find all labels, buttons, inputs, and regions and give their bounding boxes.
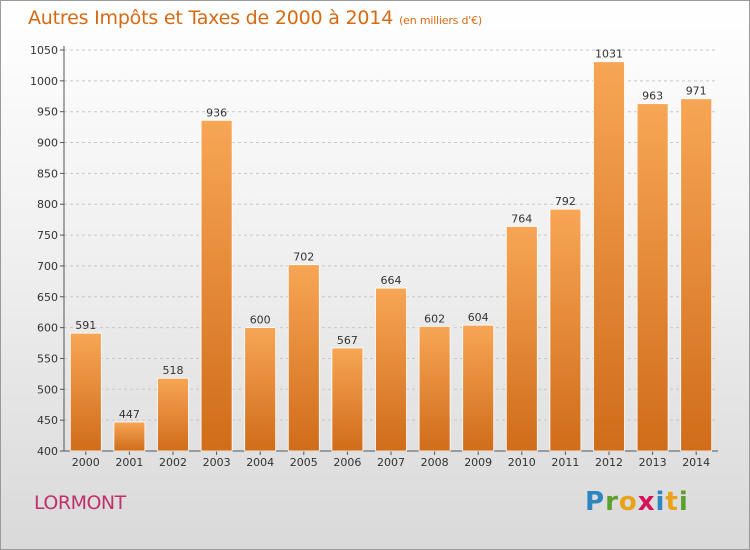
bars bbox=[69, 61, 713, 452]
y-tick-label: 700 bbox=[37, 260, 58, 273]
logo-letter: i bbox=[678, 487, 689, 517]
y-tick-label: 500 bbox=[37, 383, 58, 396]
bar-2007 bbox=[375, 287, 407, 452]
y-tick-label: 1000 bbox=[30, 75, 58, 88]
data-label-2000: 591 bbox=[75, 319, 96, 332]
x-tick-label-2007: 2007 bbox=[377, 456, 405, 469]
x-tick-label-2003: 2003 bbox=[203, 456, 231, 469]
y-tick-label: 450 bbox=[37, 414, 58, 427]
x-tick-label-2008: 2008 bbox=[421, 456, 449, 469]
bar-2009 bbox=[462, 324, 495, 452]
bar-2011 bbox=[549, 208, 582, 452]
data-label-2001: 447 bbox=[119, 408, 140, 421]
proxiti-logo: Proxiti bbox=[585, 487, 689, 517]
bar-2010 bbox=[505, 226, 538, 452]
bar-2004 bbox=[244, 327, 277, 452]
data-label-2006: 567 bbox=[337, 334, 358, 347]
data-label-2013: 963 bbox=[642, 90, 663, 103]
x-tick-label-2013: 2013 bbox=[639, 456, 667, 469]
data-label-2003: 936 bbox=[206, 106, 227, 119]
bar-2008 bbox=[418, 325, 451, 452]
data-label-2014: 971 bbox=[686, 85, 707, 98]
bar-2002 bbox=[157, 377, 189, 452]
logo-letter: i bbox=[655, 487, 666, 517]
y-tick-label: 750 bbox=[37, 229, 58, 242]
x-tick-label-2001: 2001 bbox=[115, 456, 143, 469]
y-tick-label: 550 bbox=[37, 352, 58, 365]
labels: 400 450 500 550 600 650 700 750 800 850 900 950 1000… bbox=[30, 44, 710, 469]
y-tick-label: 900 bbox=[37, 137, 58, 150]
logo-letter: x bbox=[637, 487, 656, 517]
y-tick-label: 650 bbox=[37, 291, 58, 304]
logo-letter: r bbox=[605, 487, 619, 517]
bar-2000 bbox=[69, 332, 102, 452]
y-tick-label: 800 bbox=[37, 198, 58, 211]
data-label-2012: 1031 bbox=[595, 48, 623, 61]
commune-name: LORMONT bbox=[34, 492, 126, 514]
logo-letter: t bbox=[665, 487, 679, 517]
bar-2014 bbox=[680, 98, 713, 452]
chart-unit: (en milliers d'€) bbox=[399, 14, 482, 27]
x-tick-label-2006: 2006 bbox=[333, 456, 361, 469]
x-tick-label-2012: 2012 bbox=[595, 456, 623, 469]
x-tick-label-2009: 2009 bbox=[464, 456, 492, 469]
x-tick-label-2000: 2000 bbox=[72, 456, 100, 469]
data-label-2007: 664 bbox=[381, 274, 402, 287]
data-label-2011: 792 bbox=[555, 195, 576, 208]
x-tick-label-2004: 2004 bbox=[246, 456, 274, 469]
y-tick-label: 950 bbox=[37, 106, 58, 119]
bar-2003 bbox=[200, 119, 233, 452]
y-tick-label: 600 bbox=[37, 322, 58, 335]
y-tick-label: 1050 bbox=[30, 44, 58, 57]
bar-2001 bbox=[113, 421, 146, 452]
data-label-2005: 702 bbox=[293, 251, 314, 264]
x-tick-label-2014: 2014 bbox=[682, 456, 710, 469]
x-tick-label-2011: 2011 bbox=[551, 456, 579, 469]
data-label-2009: 604 bbox=[468, 311, 489, 324]
logo-letter: P bbox=[585, 487, 606, 517]
bar-2005 bbox=[287, 264, 320, 452]
data-label-2004: 600 bbox=[250, 314, 271, 327]
x-tick-label-2005: 2005 bbox=[290, 456, 318, 469]
y-tick-label: 400 bbox=[37, 445, 58, 458]
data-label-2002: 518 bbox=[163, 364, 184, 377]
bar-2013 bbox=[636, 103, 669, 452]
y-tick-label: 850 bbox=[37, 167, 58, 180]
logo-letter: o bbox=[618, 487, 638, 517]
bar-2012 bbox=[593, 61, 625, 452]
data-label-2008: 602 bbox=[424, 312, 445, 325]
x-tick-label-2002: 2002 bbox=[159, 456, 187, 469]
data-label-2010: 764 bbox=[511, 212, 532, 225]
chart-title: Autres Impôts et Taxes de 2000 à 2014 (en… bbox=[28, 7, 482, 29]
x-tick-label-2010: 2010 bbox=[508, 456, 536, 469]
bar-2006 bbox=[331, 347, 364, 452]
